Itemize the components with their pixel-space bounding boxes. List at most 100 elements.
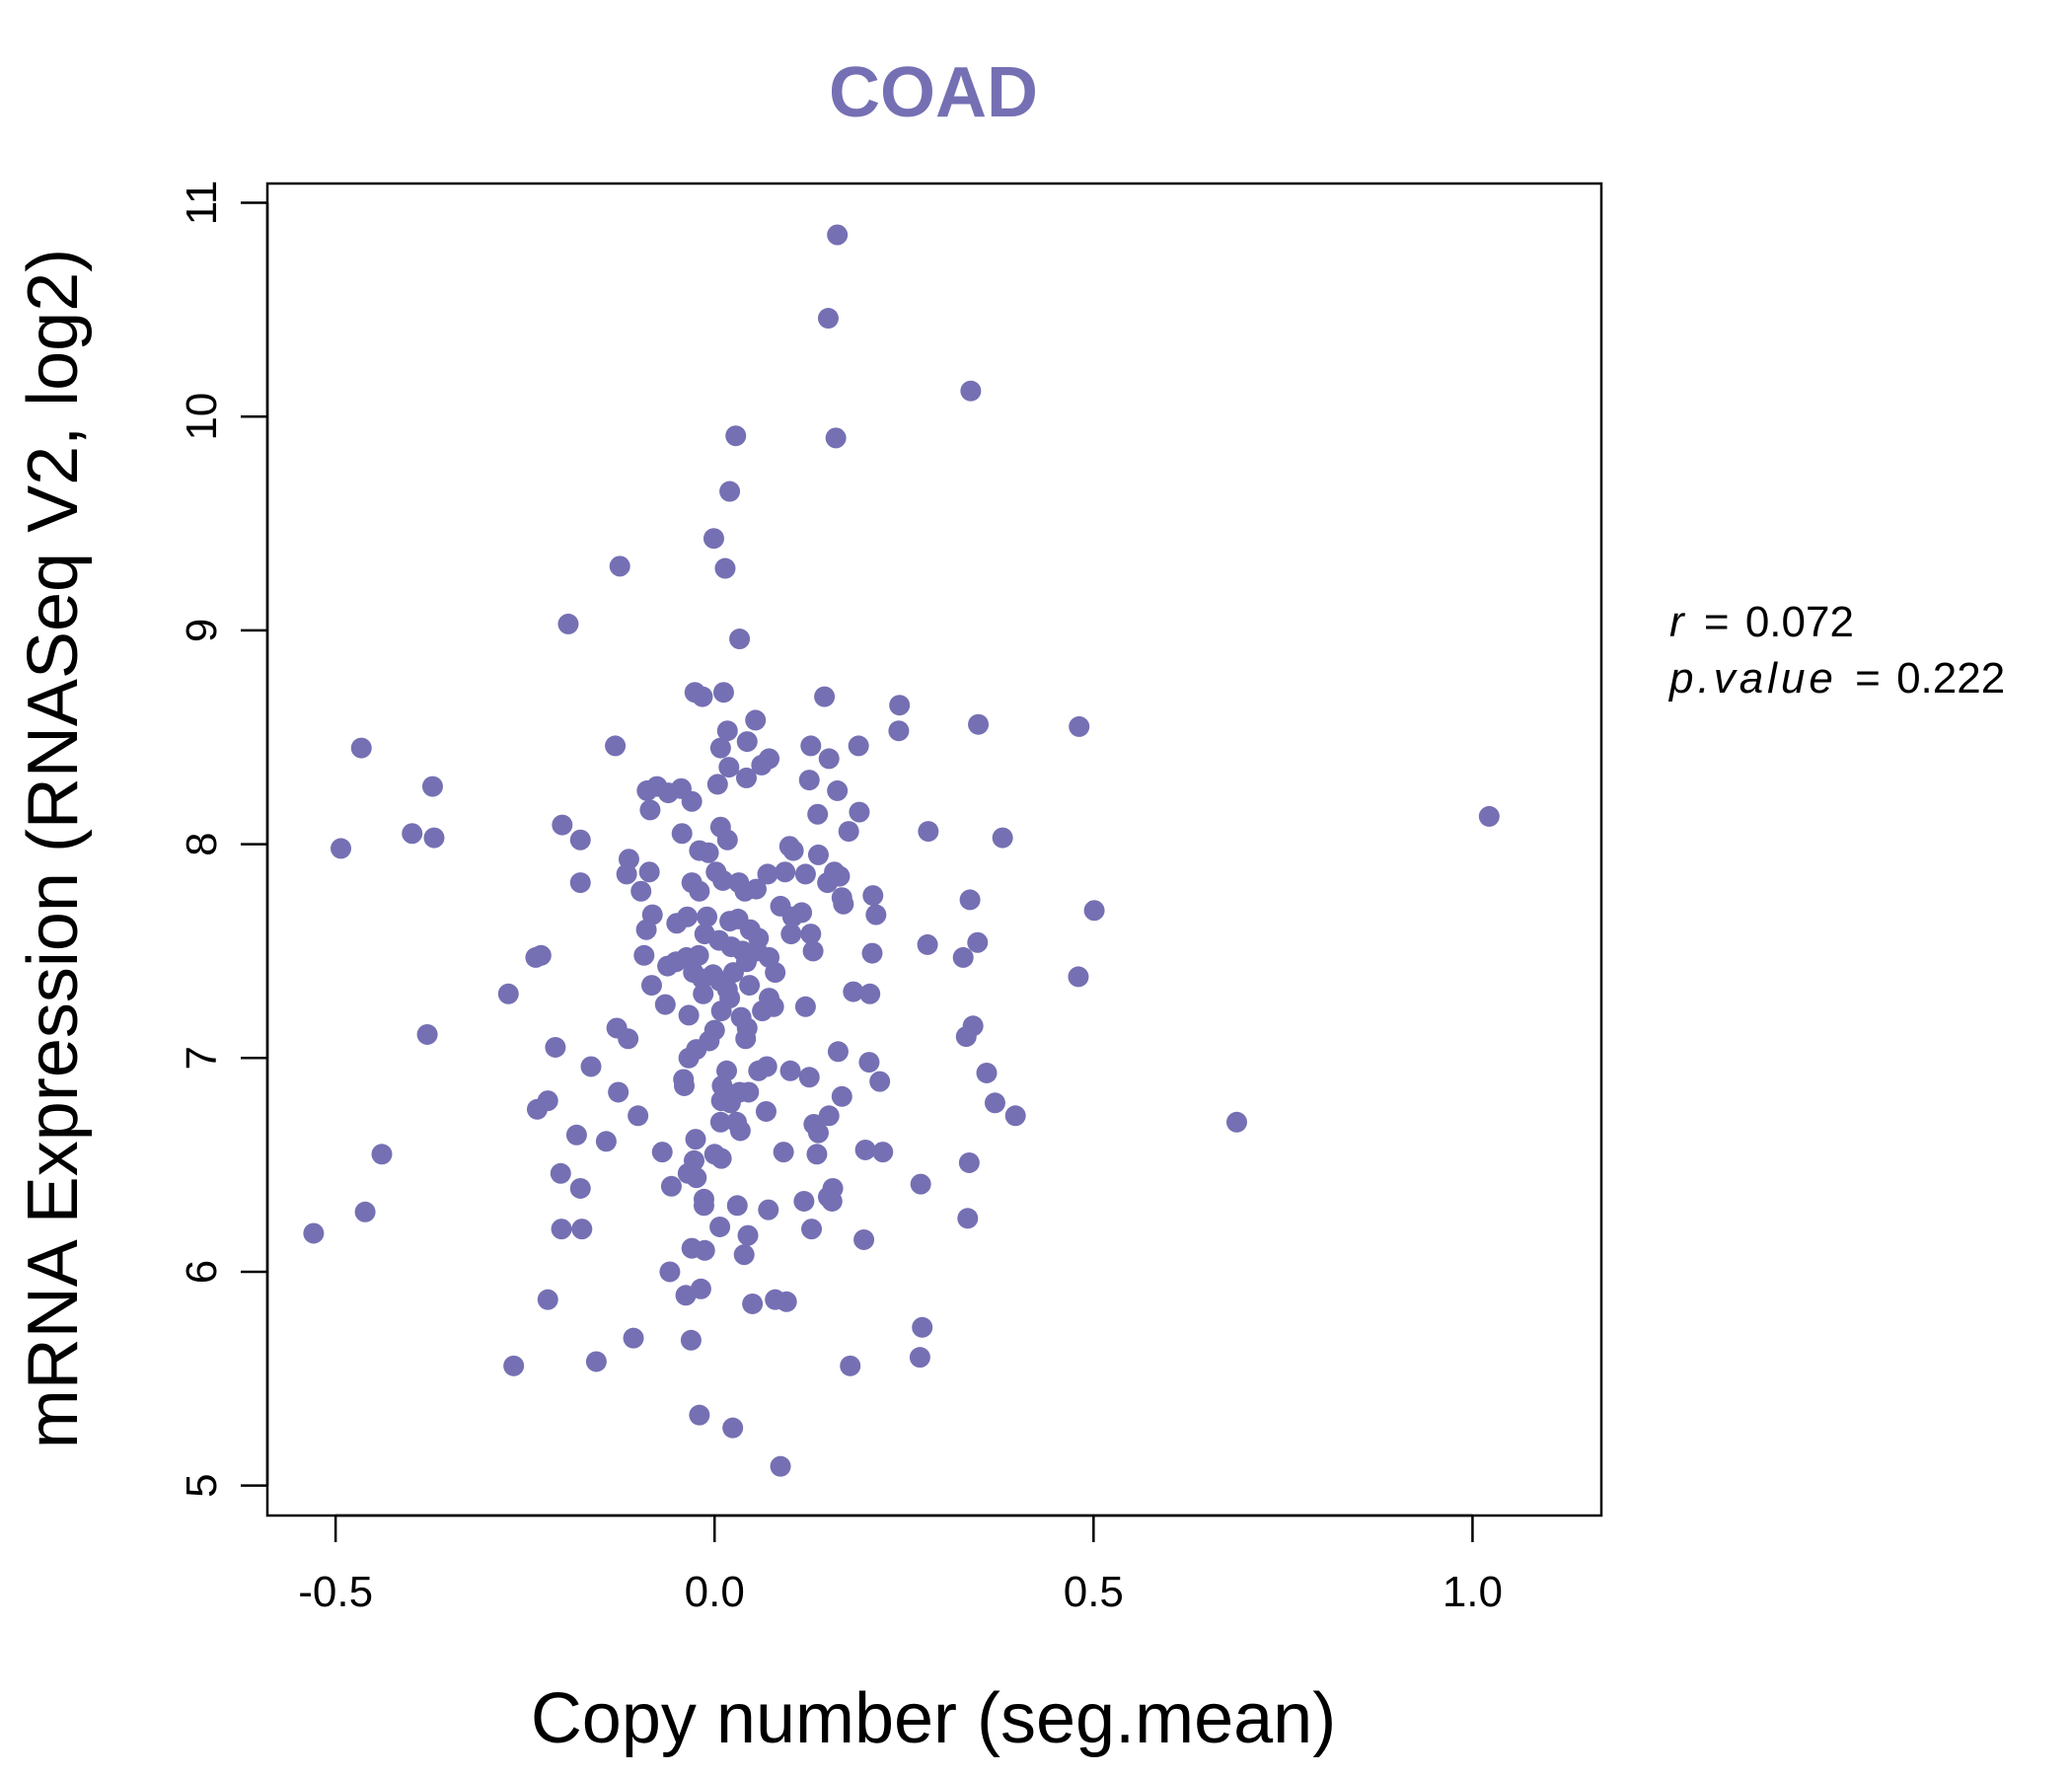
data-point bbox=[718, 757, 740, 778]
data-point bbox=[967, 931, 989, 953]
data-point bbox=[807, 803, 829, 825]
data-point bbox=[770, 1455, 791, 1477]
data-point bbox=[580, 1056, 602, 1077]
data-point bbox=[793, 1190, 815, 1212]
data-point bbox=[773, 1142, 794, 1163]
data-point bbox=[697, 906, 718, 927]
data-point bbox=[853, 1228, 875, 1250]
data-point bbox=[616, 863, 637, 885]
data-point bbox=[758, 1199, 779, 1221]
data-point bbox=[952, 946, 974, 968]
data-point bbox=[703, 528, 724, 550]
data-point bbox=[962, 1015, 984, 1037]
data-point bbox=[849, 801, 870, 823]
data-point bbox=[957, 1208, 979, 1229]
data-point bbox=[889, 695, 911, 716]
data-point bbox=[530, 944, 552, 966]
data-point bbox=[692, 968, 713, 990]
data-point bbox=[680, 1329, 702, 1351]
data-point bbox=[651, 1142, 673, 1163]
plot-frame bbox=[265, 182, 1603, 1517]
data-point bbox=[776, 1291, 797, 1312]
data-point bbox=[371, 1144, 393, 1165]
data-point bbox=[716, 829, 738, 851]
data-point bbox=[698, 842, 719, 863]
data-point bbox=[833, 893, 854, 915]
y-tick-label: 5 bbox=[178, 1473, 226, 1497]
data-point bbox=[801, 1219, 823, 1240]
data-point bbox=[817, 308, 839, 330]
data-point bbox=[959, 889, 981, 911]
data-point bbox=[689, 1404, 710, 1426]
data-point bbox=[545, 1036, 566, 1058]
data-point bbox=[861, 942, 883, 964]
data-point bbox=[755, 1100, 777, 1122]
data-point bbox=[675, 1285, 697, 1306]
data-point bbox=[865, 904, 887, 925]
data-point bbox=[814, 686, 836, 707]
data-point bbox=[765, 962, 786, 984]
data-point bbox=[818, 748, 840, 770]
data-point bbox=[551, 1219, 572, 1240]
data-point bbox=[960, 380, 982, 402]
data-point bbox=[709, 737, 731, 759]
data-point bbox=[638, 861, 660, 883]
data-point bbox=[782, 840, 804, 861]
data-point bbox=[671, 823, 693, 845]
x-tick-label: 0.5 bbox=[1064, 1568, 1124, 1616]
x-tick-label: 1.0 bbox=[1443, 1568, 1503, 1616]
data-point bbox=[1478, 805, 1500, 827]
data-point bbox=[838, 821, 859, 843]
data-point bbox=[745, 878, 767, 900]
data-point bbox=[840, 1355, 861, 1376]
y-axis-title: mRNA Expression (RNASeq V2, log2) bbox=[14, 249, 93, 1448]
data-point bbox=[630, 880, 652, 902]
data-point bbox=[678, 1004, 700, 1026]
data-point bbox=[742, 1293, 764, 1314]
r-stat: r = 0.072 bbox=[1669, 598, 1854, 646]
data-point bbox=[719, 1092, 741, 1114]
data-point bbox=[827, 1041, 849, 1063]
x-tick-label: -0.5 bbox=[298, 1568, 373, 1616]
data-point bbox=[714, 557, 736, 579]
data-point bbox=[968, 713, 990, 735]
data-point bbox=[605, 735, 627, 757]
data-point bbox=[725, 425, 747, 447]
data-point bbox=[888, 720, 910, 742]
data-point bbox=[735, 767, 757, 788]
data-point bbox=[807, 844, 829, 865]
data-point bbox=[350, 737, 372, 759]
data-point bbox=[729, 1120, 751, 1142]
p-value-stat: p.value = 0.222 bbox=[1667, 654, 2005, 703]
data-point bbox=[825, 427, 847, 449]
data-point bbox=[716, 720, 738, 742]
x-axis-title: Copy number (seg.mean) bbox=[531, 1679, 1336, 1758]
data-point bbox=[984, 1092, 1005, 1114]
data-point bbox=[609, 555, 630, 577]
data-point bbox=[745, 709, 767, 731]
x-axis: -0.5 0.0 0.5 1.0 bbox=[298, 1514, 1503, 1616]
data-point bbox=[738, 1081, 760, 1103]
data-point bbox=[633, 944, 655, 966]
data-point bbox=[800, 735, 822, 757]
y-axis: 5 6 7 8 9 10 11 bbox=[178, 181, 269, 1498]
data-point bbox=[694, 1239, 715, 1261]
data-point bbox=[635, 919, 657, 940]
data-point bbox=[910, 1173, 931, 1195]
data-point bbox=[660, 1175, 682, 1197]
data-point bbox=[550, 1162, 571, 1184]
data-point bbox=[958, 1151, 980, 1173]
data-point bbox=[735, 1028, 757, 1050]
data-point bbox=[423, 827, 445, 849]
data-point bbox=[571, 1219, 593, 1240]
data-point bbox=[869, 1071, 891, 1092]
data-point bbox=[779, 1060, 801, 1081]
p-value-value: 0.222 bbox=[1896, 654, 2005, 703]
r-value: 0.072 bbox=[1745, 598, 1854, 646]
data-point bbox=[585, 1351, 607, 1372]
data-point bbox=[757, 863, 778, 885]
data-point bbox=[636, 779, 658, 801]
data-point bbox=[692, 686, 713, 707]
data-point bbox=[748, 1060, 770, 1081]
